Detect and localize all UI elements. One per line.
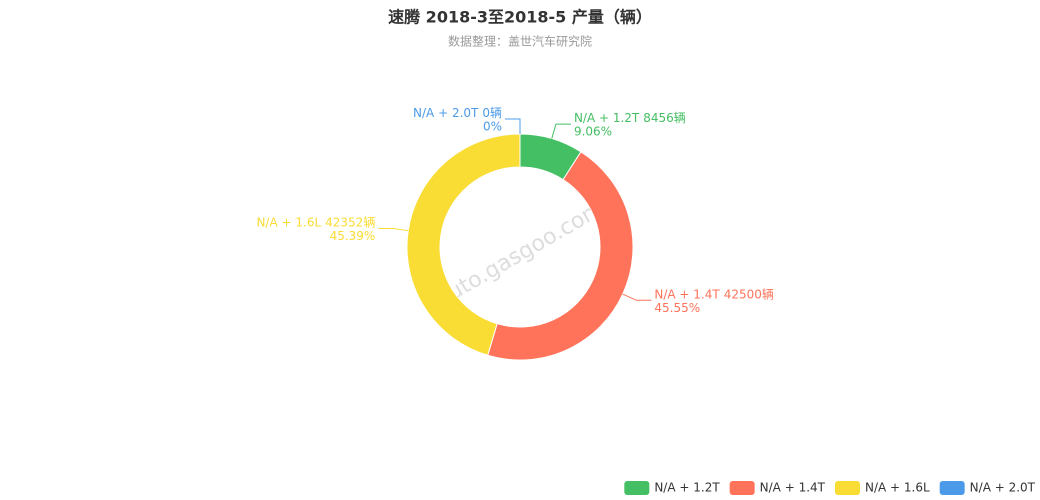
percent-label: 9.06%: [574, 125, 612, 139]
legend-swatch: [834, 481, 860, 495]
category-label: N/A + 1.6L: [256, 215, 321, 229]
slice-label: N/A + 1.4T 42500辆: [654, 287, 774, 301]
slice-label: N/A + 2.0T 0辆: [413, 106, 502, 120]
leader-line: [378, 228, 409, 232]
legend-swatch: [939, 481, 965, 495]
value-label: 42352辆: [325, 215, 375, 229]
percent-label: 45.55%: [654, 301, 700, 315]
legend-swatch: [624, 481, 650, 495]
slice: [406, 133, 521, 356]
legend-label: N/A + 1.6L: [865, 481, 930, 495]
percent-label: 45.39%: [330, 229, 376, 243]
category-label: N/A + 1.4T: [654, 287, 720, 301]
slice-label: N/A + 1.2T 8456辆: [574, 111, 686, 125]
slice-label: N/A + 1.6L 42352辆: [256, 215, 375, 229]
value-label: 0辆: [482, 106, 502, 120]
slice: [487, 151, 634, 361]
leader-line: [505, 118, 521, 134]
watermark: auto.gasgoo.com: [431, 196, 608, 312]
category-label: N/A + 1.2T: [574, 111, 640, 125]
percent-label: 0%: [483, 120, 502, 134]
leader-line: [622, 293, 652, 301]
value-label: 8456辆: [643, 111, 686, 125]
category-label: N/A + 2.0T: [413, 106, 479, 120]
leader-line: [551, 123, 571, 139]
chart-title: 速腾 2018-3至2018-5 产量（辆）: [388, 8, 652, 27]
legend-label: N/A + 1.2T: [654, 481, 720, 495]
legend-label: N/A + 1.4T: [760, 481, 826, 495]
chart-subtitle: 数据整理：盖世汽车研究院: [448, 34, 592, 49]
value-label: 42500辆: [724, 287, 774, 301]
legend-swatch: [729, 481, 755, 495]
legend-label: N/A + 2.0T: [970, 481, 1036, 495]
